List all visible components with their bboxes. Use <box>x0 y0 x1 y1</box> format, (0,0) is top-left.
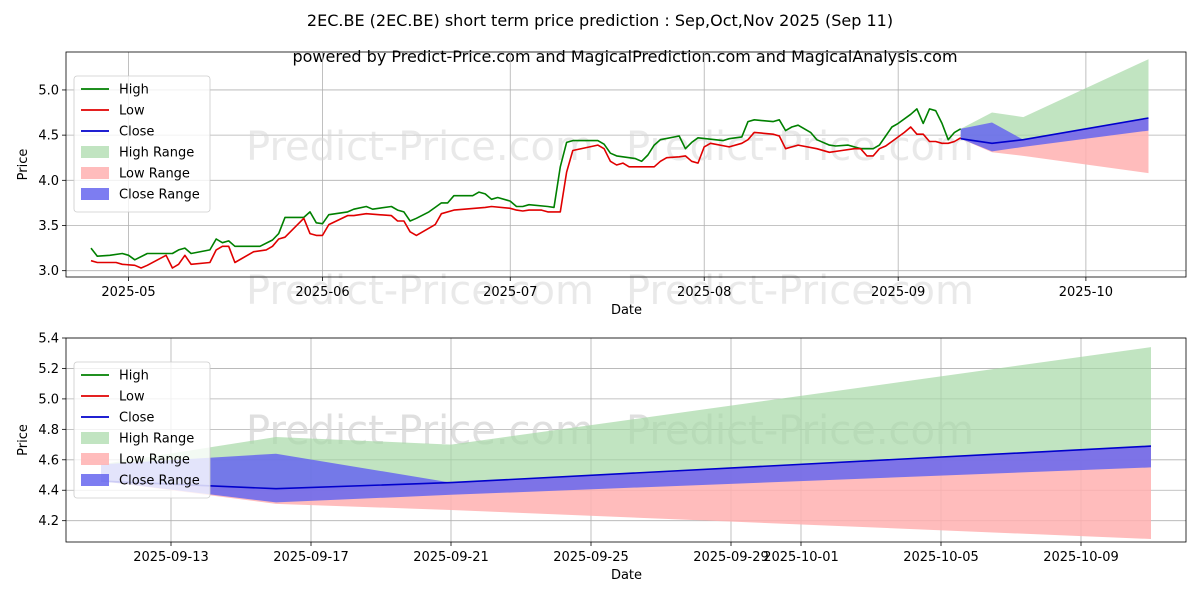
range-high-range <box>101 347 1151 489</box>
y-tick-label: 5.4 <box>38 332 59 347</box>
legend-label: Low Range <box>119 167 190 182</box>
chart-panel-1: Predict-Price.com Predict-Price.com Predic… <box>16 51 1187 318</box>
range-high-range <box>960 59 1149 144</box>
legend-label: Close <box>119 411 154 426</box>
x-tick-label: 2025-07 <box>483 285 537 300</box>
x-axis-label: Date <box>611 568 642 583</box>
y-tick-label: 3.5 <box>38 219 59 234</box>
watermark-text: Predict-Price.com <box>246 124 594 170</box>
y-tick-label: 3.0 <box>38 264 59 279</box>
y-tick-label: 4.4 <box>38 484 59 499</box>
y-tick-label: 4.2 <box>38 514 59 529</box>
legend-label: Close Range <box>119 188 200 203</box>
legend-label: Close Range <box>119 474 200 489</box>
y-tick-label: 5.0 <box>38 392 59 407</box>
legend-swatch-low-range <box>81 167 109 179</box>
x-tick-label: 2025-09-21 <box>413 550 489 565</box>
legend-label: Low <box>119 104 145 119</box>
watermark-text: Predict-Price.com <box>626 124 974 170</box>
y-tick-label: 4.8 <box>38 423 59 438</box>
x-axis-label: Date <box>611 303 642 318</box>
plot-frame <box>65 51 1187 278</box>
x-tick-label: 2025-08 <box>677 285 731 300</box>
series-line-high <box>90 108 962 261</box>
x-tick-label: 2025-09 <box>871 285 925 300</box>
x-tick-label: 2025-09-13 <box>133 550 209 565</box>
x-tick-label: 2025-09-25 <box>553 550 629 565</box>
legend-label: Low Range <box>119 453 190 468</box>
legend-label: Low <box>119 390 145 405</box>
y-tick-label: 4.0 <box>38 174 59 189</box>
legend: High Low Close High Range Low Range Close Ran… <box>73 361 211 499</box>
watermark-text: Predict-Price.com <box>246 268 594 314</box>
legend-label: High Range <box>119 432 194 447</box>
legend-swatch-high-range <box>81 146 109 158</box>
y-axis-label: Price <box>16 149 31 181</box>
legend-label: High <box>119 369 149 384</box>
y-tick-label: 4.5 <box>38 129 59 144</box>
y-tick-label: 5.2 <box>38 362 59 377</box>
x-tick-label: 2025-09-17 <box>273 550 349 565</box>
chart-subtitle: powered by Predict-Price.com and Magical… <box>292 47 957 66</box>
legend-swatch-high-range <box>81 432 109 444</box>
legend-label: Close <box>119 125 154 140</box>
legend-label: High <box>119 83 149 98</box>
x-tick-label: 2025-09-29 <box>693 550 769 565</box>
plot-frame <box>65 337 1187 543</box>
series-line-low <box>90 126 962 269</box>
x-tick-label: 2025-06 <box>295 285 349 300</box>
legend-swatch-close-range <box>81 474 109 486</box>
x-tick-label: 2025-10-01 <box>763 550 839 565</box>
chart-panel-2: Predict-Price.comPredict-Price.comPredic… <box>16 332 1187 583</box>
x-tick-label: 2025-05 <box>101 285 155 300</box>
x-tick-label: 2025-10-05 <box>903 550 979 565</box>
x-tick-label: 2025-10 <box>1059 285 1113 300</box>
x-tick-label: 2025-10-09 <box>1043 550 1119 565</box>
watermark-text: Predict-Price.com <box>626 268 974 314</box>
series-line-close <box>960 117 1149 145</box>
legend-swatch-low-range <box>81 453 109 465</box>
legend-label: High Range <box>119 146 194 161</box>
y-tick-label: 4.6 <box>38 453 59 468</box>
chart-title: 2EC.BE (2EC.BE) short term price predict… <box>307 11 893 30</box>
y-axis-label: Price <box>16 424 31 456</box>
legend-swatch-close-range <box>81 188 109 200</box>
legend: High Low Close High Range Low Range Close Ran… <box>73 75 211 213</box>
y-tick-label: 5.0 <box>38 83 59 98</box>
